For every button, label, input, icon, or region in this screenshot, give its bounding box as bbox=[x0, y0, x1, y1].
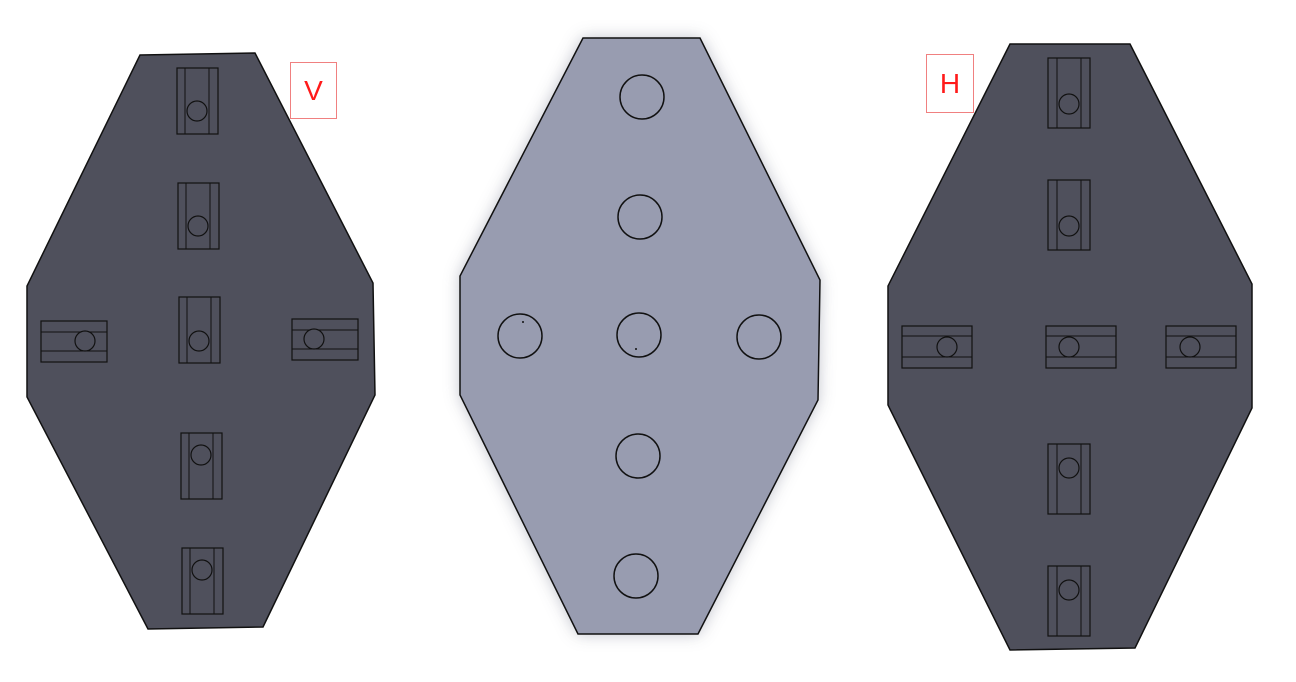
slot-vertical bbox=[177, 182, 220, 250]
hole bbox=[616, 312, 662, 358]
plate-center-body bbox=[459, 37, 821, 635]
hole bbox=[497, 313, 543, 359]
slot-horizontal bbox=[291, 318, 359, 361]
label-v: V bbox=[290, 62, 337, 119]
plate-v bbox=[26, 52, 376, 630]
hole bbox=[617, 194, 663, 240]
plate-h bbox=[887, 43, 1253, 651]
slot-vertical bbox=[178, 296, 221, 364]
slot-vertical bbox=[1047, 565, 1091, 637]
slot-vertical bbox=[1047, 443, 1091, 515]
hole bbox=[615, 433, 661, 479]
slot-vertical bbox=[181, 547, 224, 615]
slot-vertical bbox=[180, 432, 223, 500]
label-h: H bbox=[926, 54, 974, 113]
hole bbox=[619, 74, 665, 120]
slot-vertical bbox=[176, 67, 219, 135]
slot-horizontal bbox=[901, 325, 973, 369]
plate-center bbox=[459, 37, 821, 635]
hole bbox=[613, 553, 659, 599]
slot-vertical bbox=[1047, 179, 1091, 251]
hole bbox=[736, 314, 782, 360]
hole-center-mark bbox=[522, 321, 524, 323]
hole-center-mark bbox=[635, 348, 637, 350]
slot-horizontal bbox=[1045, 325, 1117, 369]
slot-vertical bbox=[1047, 57, 1091, 129]
slot-horizontal bbox=[1165, 325, 1237, 369]
slot-horizontal bbox=[40, 320, 108, 363]
